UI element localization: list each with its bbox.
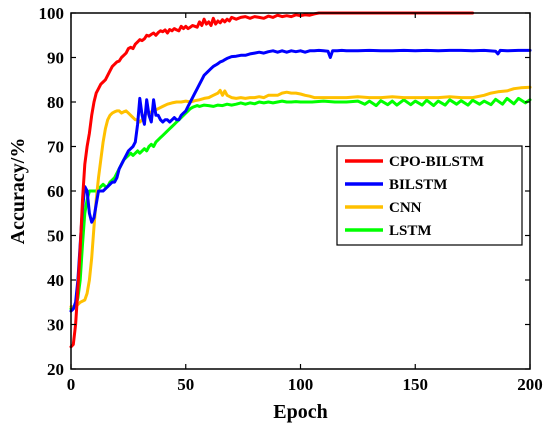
y-tick-label: 30 (47, 316, 64, 335)
y-tick-label: 100 (39, 4, 65, 23)
legend-label: LSTM (389, 223, 432, 239)
legend-label: BILSTM (389, 177, 447, 193)
y-tick-label: 80 (47, 93, 64, 112)
y-tick-label: 40 (47, 271, 64, 290)
x-tick-label: 150 (403, 375, 429, 394)
legend-label: CNN (389, 200, 422, 216)
legend-label: CPO-BILSTM (389, 154, 484, 170)
y-tick-label: 90 (47, 49, 64, 68)
series-line-lstm (69, 96, 532, 311)
series-line-cpo-bilstm (69, 11, 475, 349)
y-tick-label: 20 (47, 360, 64, 379)
y-tick-label: 60 (47, 182, 64, 201)
series-line-bilstm (69, 48, 532, 313)
legend: CPO-BILSTM BILSTM CNN LSTM (336, 145, 523, 246)
y-tick-label: 70 (47, 138, 64, 157)
x-tick-label: 50 (177, 375, 194, 394)
x-axis-title: Epoch (273, 401, 327, 423)
y-tick-label: 50 (47, 227, 64, 246)
x-tick-label: 200 (517, 375, 543, 394)
axis-ticks: 0 50 100 150 200 20 30 40 50 60 70 80 90 100 (39, 4, 543, 394)
x-tick-label: 0 (67, 375, 76, 394)
series-layer (69, 11, 532, 349)
y-axis-title: Accuracy/% (7, 138, 29, 245)
series-line-cnn (69, 85, 532, 309)
x-tick-label: 100 (288, 375, 314, 394)
